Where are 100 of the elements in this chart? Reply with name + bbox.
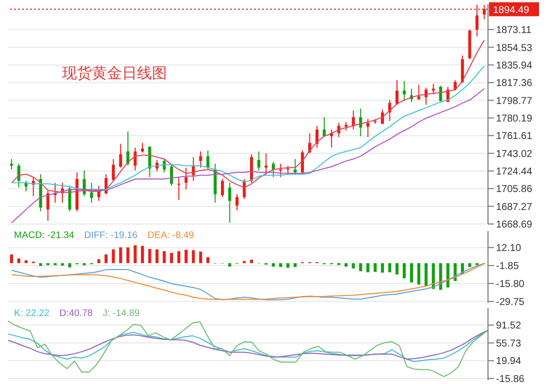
text: 现货黄金日线图 (62, 64, 167, 83)
bar (104, 254, 108, 264)
bar (134, 245, 137, 264)
bar (432, 263, 435, 289)
candlestick (206, 150, 210, 170)
y-tick-label: 1705.86 (496, 184, 533, 196)
bar (439, 263, 442, 290)
bar (148, 249, 152, 264)
bar (417, 263, 420, 285)
bar (359, 263, 362, 272)
candlestick (272, 161, 275, 178)
y-tick-label: -15.86 (496, 374, 525, 384)
series-label: K: 22.22 (14, 308, 50, 319)
bar (250, 260, 254, 264)
candlestick (148, 146, 152, 178)
candlestick (250, 154, 254, 184)
candlestick (402, 80, 406, 102)
bar (97, 259, 100, 264)
candlestick (294, 158, 297, 175)
y-tick-label: -1.85 (496, 261, 520, 272)
candlestick (90, 182, 94, 204)
bar (468, 263, 472, 267)
y-tick-label: 19.94 (496, 356, 522, 368)
candlestick (112, 158, 115, 182)
candlestick (170, 163, 174, 186)
y-tick-label: 1835.94 (496, 60, 533, 72)
y-tick-label: 12.10 (496, 243, 522, 254)
bar (395, 263, 398, 274)
text: D:40.78 (59, 308, 93, 319)
bar (374, 263, 377, 272)
candlestick (199, 150, 202, 168)
candlestick (97, 185, 100, 202)
bar (279, 263, 282, 267)
bar (140, 246, 144, 264)
candlestick (454, 80, 457, 92)
candlestick (264, 152, 268, 175)
bar (294, 263, 297, 267)
candlestick (380, 109, 384, 124)
candlestick (177, 176, 180, 200)
bar (199, 252, 202, 264)
bar (68, 263, 72, 268)
text: DIFF: -19.16 (84, 230, 138, 241)
bar (60, 263, 64, 266)
bar (112, 249, 115, 264)
bar (177, 251, 180, 264)
y-tick-label: 1780.19 (496, 114, 533, 124)
candlestick (395, 80, 398, 106)
y-tick-label: -15.80 (496, 279, 525, 290)
candlestick (352, 110, 355, 130)
bar (380, 263, 384, 273)
candlestick (134, 147, 137, 171)
bar (352, 263, 355, 268)
candlestick (184, 167, 188, 190)
bar (155, 249, 158, 264)
y-tick-label: 55.73 (496, 338, 522, 350)
y-tick-label: 1873.11 (496, 25, 532, 36)
bar (192, 250, 195, 264)
candlestick (359, 108, 362, 137)
y-tick-label: 1687.27 (496, 202, 533, 213)
bar (184, 250, 188, 264)
bar (410, 263, 414, 282)
bar (39, 263, 42, 266)
candlestick (315, 125, 318, 148)
y-tick-label: 1743.02 (496, 148, 533, 160)
y-tick-label: 1798.77 (496, 96, 533, 107)
bar (424, 263, 428, 286)
bar (402, 263, 406, 278)
bar (17, 258, 20, 264)
y-tick-label: 1724.44 (496, 166, 533, 178)
y-tick-label: 1854.53 (496, 42, 533, 54)
y-tick-label: 1761.61 (496, 131, 533, 142)
bar (10, 254, 14, 264)
series-label: J: -14.89 (102, 308, 140, 319)
candlestick (257, 150, 260, 171)
y-tick-label: 1668.69 (496, 220, 533, 231)
line-series (11, 88, 485, 224)
candlestick (126, 130, 130, 166)
bar (162, 251, 166, 264)
bar (228, 263, 232, 267)
candlestick (460, 54, 464, 84)
y-tick-label: 91.52 (496, 320, 522, 332)
candlestick (279, 163, 282, 178)
bar (366, 263, 370, 272)
candlestick (228, 182, 232, 224)
line-series (8, 320, 488, 378)
series-label: MACD: -21.34 (14, 230, 74, 241)
bar (388, 263, 392, 272)
candlestick (439, 85, 442, 102)
candlestick (68, 185, 72, 212)
candlestick (17, 163, 20, 188)
bar (119, 247, 122, 264)
candlestick (337, 122, 340, 138)
bar (170, 252, 174, 264)
bar (272, 263, 275, 267)
candlestick (140, 142, 144, 153)
bar (126, 247, 130, 264)
candlestick (300, 150, 304, 175)
candlestick (235, 194, 238, 211)
ref-line-label: 1894.49 (493, 5, 530, 16)
candlestick (322, 116, 326, 137)
